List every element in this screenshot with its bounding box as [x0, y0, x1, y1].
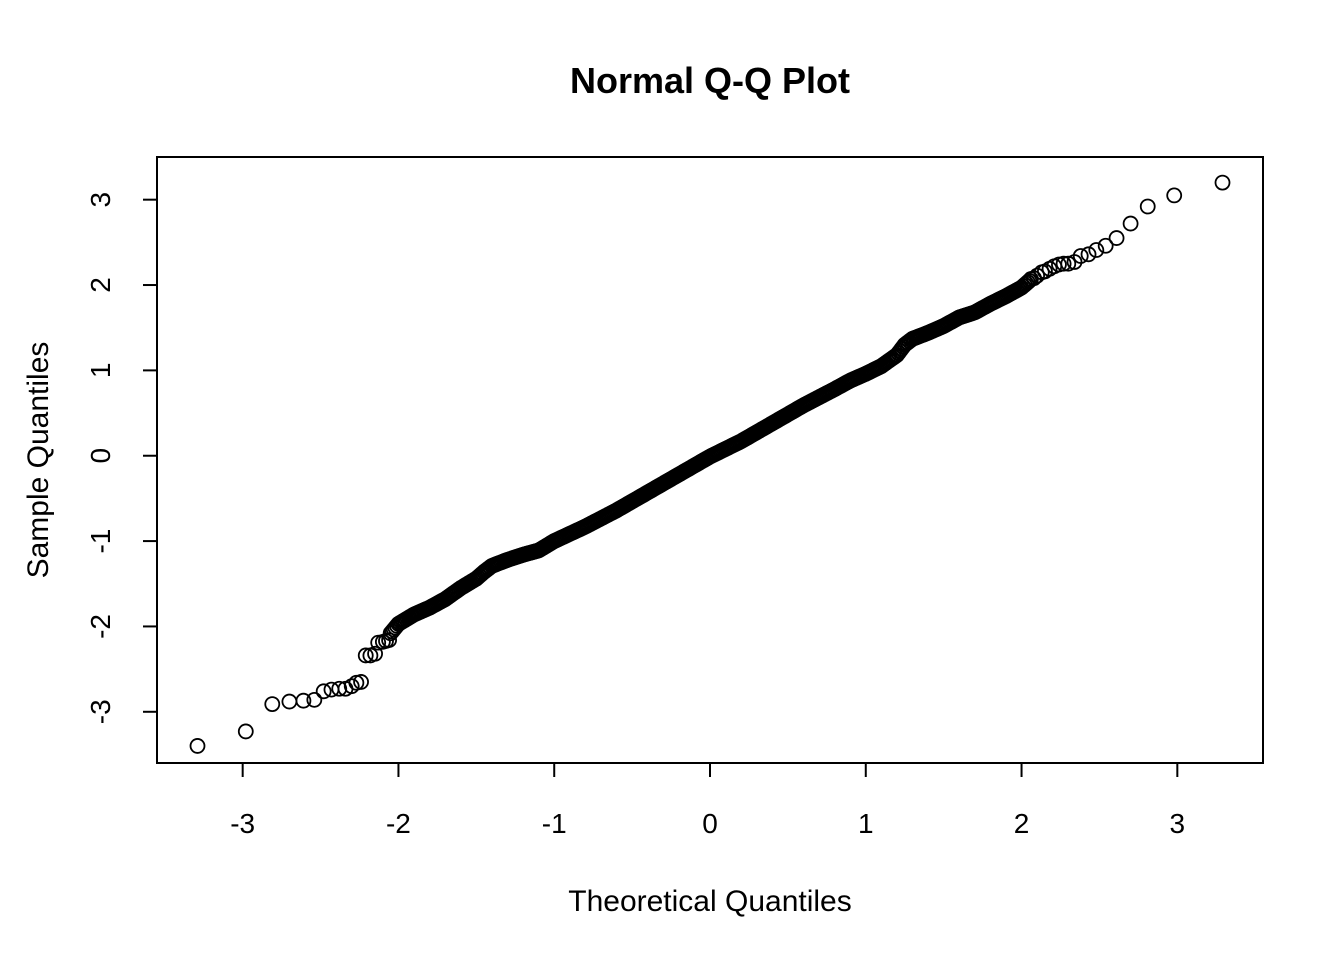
data-point: [189, 738, 206, 754]
data-point: [1088, 242, 1105, 258]
data-point: [281, 693, 298, 710]
y-tick-label: 3: [85, 192, 116, 208]
y-tick-label: -2: [85, 614, 116, 639]
data-point: [1139, 198, 1156, 215]
x-tick-label: -3: [230, 808, 255, 839]
y-tick-label: 2: [85, 277, 116, 293]
y-axis: -3 -2 -1 0 1 2 3: [85, 192, 158, 724]
data-point: [381, 632, 398, 648]
data-point: [1018, 275, 1035, 292]
data-point: [331, 680, 348, 697]
x-tick-label: 3: [1170, 808, 1186, 839]
x-tick-label: 2: [1014, 808, 1030, 839]
x-axis: -3 -2 -1 0 1 2 3: [230, 762, 1186, 839]
data-point: [1097, 237, 1114, 254]
data-point: [1214, 174, 1231, 191]
data-point: [367, 645, 383, 662]
chart-title: Normal Q-Q Plot: [570, 60, 850, 101]
data-point: [1016, 276, 1033, 293]
data-point: [1166, 187, 1183, 204]
x-tick-label: 0: [702, 808, 718, 839]
data-point: [1060, 255, 1077, 272]
x-tick-label: 1: [858, 808, 874, 839]
x-tick-label: -2: [386, 808, 411, 839]
data-point: [1055, 255, 1072, 272]
data-point: [1019, 274, 1036, 291]
data-point: [1072, 248, 1089, 264]
y-tick-label: 0: [85, 448, 116, 464]
x-axis-label: Theoretical Quantiles: [568, 885, 851, 918]
x-tick-label: -1: [542, 808, 567, 839]
data-point: [1122, 215, 1139, 232]
y-axis-label: Sample Quantiles: [22, 342, 55, 579]
y-tick-label: -1: [85, 529, 116, 554]
data-point: [353, 674, 369, 690]
y-tick-label: 1: [85, 363, 116, 379]
data-point: [343, 678, 360, 695]
data-point: [315, 683, 332, 700]
data-point: [264, 696, 281, 713]
data-point: [1080, 246, 1097, 263]
data-point: [357, 647, 374, 664]
y-tick-label: -3: [85, 699, 116, 724]
data-point: [295, 692, 312, 709]
data-point: [237, 723, 254, 740]
data-point: [1021, 272, 1038, 289]
data-point: [306, 691, 323, 708]
data-points: [189, 174, 1231, 754]
data-point: [1108, 230, 1125, 246]
